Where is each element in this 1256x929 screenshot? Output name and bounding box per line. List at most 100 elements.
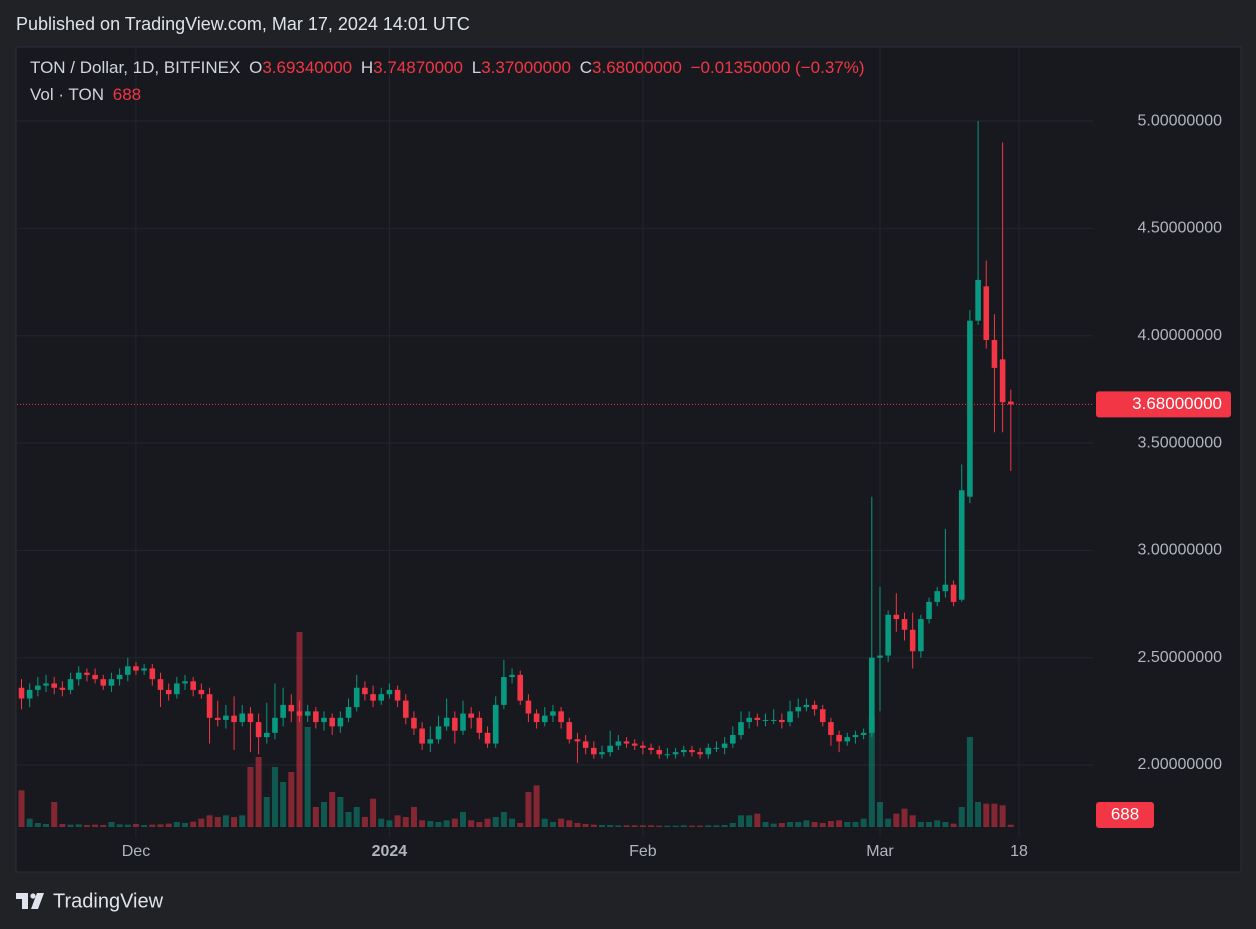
volume-bar — [288, 772, 295, 827]
candle-body — [484, 732, 491, 744]
volume-bar — [615, 825, 622, 827]
candle-body — [84, 672, 90, 675]
candle-body — [378, 694, 385, 701]
volume-bar — [165, 823, 172, 827]
candle-body — [566, 722, 573, 740]
volume-bar — [966, 737, 973, 827]
candle-body — [1007, 401, 1014, 405]
x-tick-label: 18 — [1010, 843, 1028, 860]
candle-body — [640, 745, 646, 748]
volume-bar — [648, 825, 655, 827]
volume-bar — [950, 823, 957, 827]
candle-body — [631, 743, 638, 746]
volume-bar — [975, 802, 982, 827]
candle-body — [909, 629, 916, 652]
volume-bar — [361, 817, 368, 827]
candle-body — [893, 614, 900, 620]
volume-bar — [329, 792, 336, 827]
candle-body — [402, 700, 409, 718]
y-tick-label: 2.50000000 — [1137, 649, 1222, 666]
ohlc-value: 3.69340000 — [262, 58, 352, 77]
candle-body — [476, 717, 483, 733]
candle-body — [550, 711, 556, 716]
volume-value: 688 — [113, 85, 141, 104]
volume-bar — [108, 822, 115, 827]
candle-body — [664, 754, 671, 756]
candle-body — [672, 752, 679, 755]
volume-bar — [656, 825, 663, 827]
candle-body — [582, 741, 589, 748]
candle-body — [509, 674, 515, 678]
volume-bar — [255, 757, 262, 827]
volume-bar — [353, 807, 360, 827]
volume-bar — [639, 825, 646, 827]
volume-bar — [43, 824, 50, 827]
volume-bar — [263, 797, 270, 827]
candle-body — [165, 689, 172, 695]
volume-bar — [926, 822, 933, 827]
candle-body — [321, 717, 327, 723]
candle-body — [607, 745, 613, 753]
candle-body — [558, 711, 564, 723]
volume-bar — [59, 824, 66, 827]
candle-body — [100, 679, 107, 686]
volume-bar — [124, 824, 131, 827]
candle-body — [182, 681, 188, 684]
volume-bar — [206, 815, 213, 827]
volume-bar — [182, 823, 189, 827]
candle-body — [247, 713, 254, 723]
candle-body — [623, 741, 630, 744]
candle-body — [460, 713, 466, 731]
last-price-label: 3.68000000 — [1132, 394, 1222, 413]
volume-bar — [509, 818, 516, 827]
x-tick-label: Feb — [629, 843, 657, 860]
volume-bar — [525, 792, 532, 827]
volume-bar — [100, 825, 107, 827]
volume-bar — [549, 822, 556, 827]
y-tick-label: 3.50000000 — [1137, 434, 1222, 451]
volume-bar — [345, 812, 352, 827]
candle-body — [75, 672, 82, 680]
candle-body — [329, 717, 335, 727]
candle-body — [983, 286, 990, 341]
last-volume-box — [1096, 802, 1154, 828]
volume-bar — [476, 822, 483, 827]
candle-body — [844, 737, 851, 742]
candle-body — [43, 683, 49, 686]
ohlc-value: 3.37000000 — [481, 58, 571, 77]
candle-body — [394, 689, 401, 701]
volume-bar — [198, 818, 205, 827]
volume-bar — [312, 807, 319, 827]
candle-body — [255, 722, 262, 738]
candle-body — [435, 726, 442, 740]
candle-body — [231, 715, 237, 723]
volume-bar — [631, 825, 638, 827]
candle-body — [779, 719, 785, 723]
candle-body — [942, 584, 949, 592]
candle-body — [517, 674, 524, 701]
volume-bar — [721, 825, 728, 827]
candle-body — [452, 717, 458, 731]
candle-body — [304, 711, 311, 716]
candle-body — [468, 713, 474, 718]
candle-body — [263, 732, 270, 738]
volume-bar — [590, 824, 597, 827]
candle-body — [337, 717, 344, 727]
candle-body — [443, 717, 450, 727]
volume-bar — [75, 824, 82, 827]
logo: TradingView — [16, 890, 164, 912]
volume-bar — [778, 823, 785, 827]
volume-bar — [239, 815, 246, 827]
volume-bar — [729, 823, 736, 827]
ohlc-key: O — [249, 58, 262, 77]
volume-bar — [337, 797, 344, 827]
candle-body — [59, 687, 66, 690]
candle-body — [901, 619, 908, 630]
candle-body — [852, 734, 859, 738]
volume-bar — [541, 818, 548, 827]
candle-body — [124, 666, 131, 675]
volume-bar — [558, 818, 565, 827]
candle-body — [746, 717, 752, 723]
candle-body — [386, 689, 393, 695]
volume-bar — [460, 812, 467, 827]
